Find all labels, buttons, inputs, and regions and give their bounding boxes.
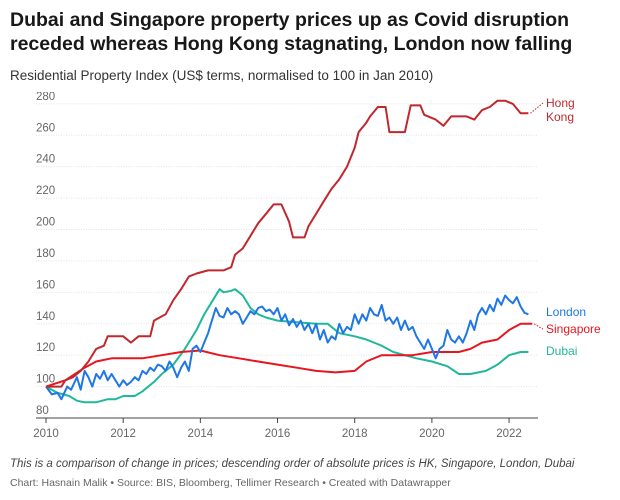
series-label-dubai-part: Dubai bbox=[546, 344, 577, 358]
series-label-hong-kong: Hong Kong bbox=[546, 96, 575, 124]
credit-separator: • bbox=[319, 477, 329, 489]
series-label-london-part: London bbox=[546, 305, 586, 319]
chart-title: Dubai and Singapore property prices up a… bbox=[10, 9, 573, 55]
y-tick-label: 220 bbox=[36, 185, 55, 197]
series-line-london bbox=[45, 294, 529, 401]
x-tick-label: 2010 bbox=[33, 428, 59, 440]
y-tick-label: 160 bbox=[36, 279, 55, 291]
x-tick-label: 2012 bbox=[110, 428, 136, 440]
gridlines: 80 100 120 140 160 180 200 220 240 260 280 2010 2012… bbox=[33, 92, 538, 440]
chart-notes: This is a comparison of change in prices… bbox=[10, 458, 575, 470]
y-tick-label: 280 bbox=[36, 92, 55, 103]
series-line-hong-kong bbox=[46, 99, 529, 388]
y-tick-label: 240 bbox=[36, 154, 55, 166]
credit-separator: • bbox=[107, 477, 117, 489]
y-tick-label: 200 bbox=[36, 217, 55, 229]
x-tick-label: 2018 bbox=[342, 428, 368, 440]
series-label-dubai: Dubai bbox=[546, 344, 577, 358]
series-label-london: London bbox=[546, 305, 586, 319]
credit-chart-by: Chart: Hasnain Malik bbox=[10, 477, 108, 489]
x-tick-label: 2014 bbox=[188, 428, 214, 440]
series-labels: Hong Kong London Singapore Dubai bbox=[530, 96, 601, 358]
credit-source: Source: BIS, Bloomberg, Tellimer Researc… bbox=[116, 477, 320, 489]
series-line-singapore bbox=[45, 322, 533, 388]
y-tick-label: 80 bbox=[36, 405, 49, 417]
label-connector bbox=[530, 102, 544, 114]
series-label-singapore: Singapore bbox=[546, 322, 601, 336]
credit-created-with: Created with Datawrapper bbox=[328, 477, 451, 489]
y-tick-label: 100 bbox=[36, 374, 55, 386]
x-tick-label: 2022 bbox=[496, 428, 522, 440]
y-tick-label: 140 bbox=[36, 311, 55, 323]
line-chart: 80 100 120 140 160 180 200 220 240 260 280 2010 2012… bbox=[33, 92, 601, 440]
series-label-hong-kong-part: Hong bbox=[546, 96, 575, 110]
x-tick-label: 2016 bbox=[265, 428, 291, 440]
label-connector bbox=[533, 323, 544, 330]
y-tick-label: 180 bbox=[36, 248, 55, 260]
x-tick-label: 2020 bbox=[419, 428, 445, 440]
y-tick-label: 120 bbox=[36, 342, 55, 354]
series-line-dubai bbox=[45, 288, 529, 404]
series-lines bbox=[45, 99, 533, 404]
chart-credit: Chart: Hasnain Malik • Source: BIS, Bloo… bbox=[10, 477, 451, 489]
series-label-hong-kong-part: Kong bbox=[546, 110, 574, 124]
series-label-singapore-part: Singapore bbox=[546, 322, 601, 336]
y-tick-label: 260 bbox=[36, 122, 55, 134]
chart-subtitle: Residential Property Index (US$ terms, n… bbox=[10, 68, 434, 83]
